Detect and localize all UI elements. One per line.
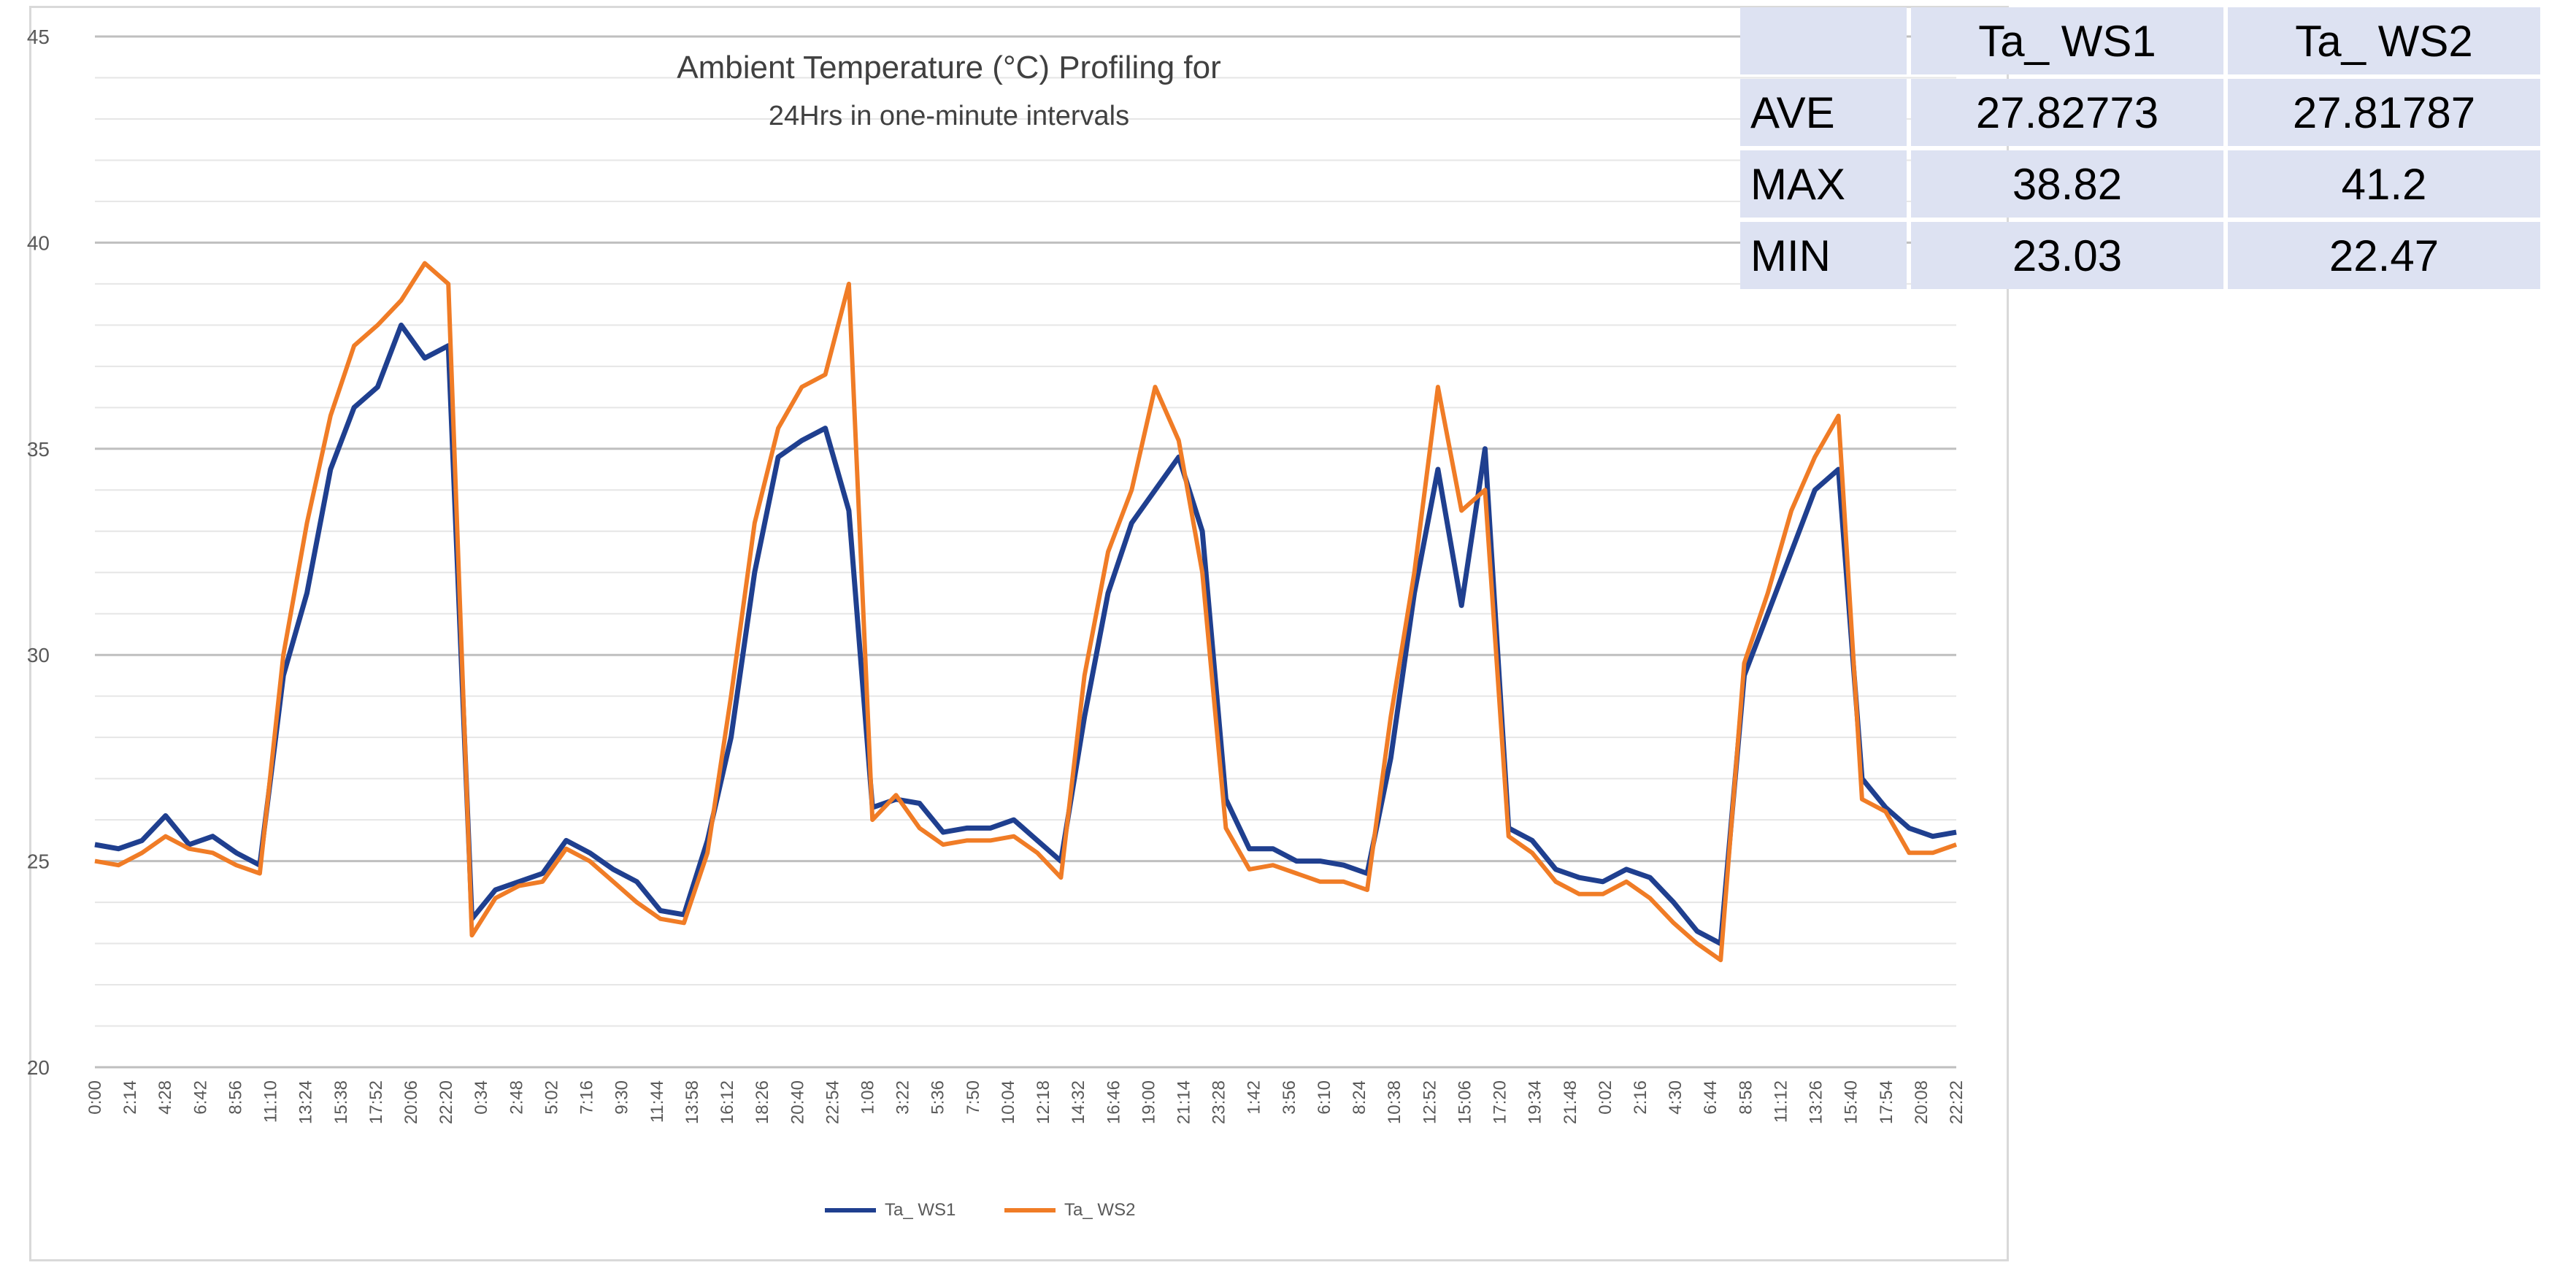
x-tick-label: 8:58 xyxy=(1736,1080,1756,1115)
table-header-empty xyxy=(1740,7,1907,74)
x-tick-label: 18:26 xyxy=(753,1080,772,1124)
x-tick-label: 12:18 xyxy=(1034,1080,1053,1124)
x-tick-label: 4:30 xyxy=(1666,1080,1685,1115)
x-tick-label: 20:40 xyxy=(788,1080,807,1124)
x-tick-label: 4:28 xyxy=(155,1080,175,1115)
series-line-ws1 xyxy=(94,322,1957,947)
x-tick-label: 3:22 xyxy=(893,1080,913,1115)
x-tick-label: 3:56 xyxy=(1280,1080,1299,1115)
x-tick-label: 16:46 xyxy=(1104,1080,1123,1124)
x-tick-label: 2:16 xyxy=(1631,1080,1650,1115)
legend-item-ws1: Ta_ WS1 xyxy=(825,1200,956,1221)
min-ws1: 23.03 xyxy=(1911,222,2223,289)
ave-ws1: 27.82773 xyxy=(1911,79,2223,146)
x-tick-label: 23:28 xyxy=(1210,1080,1229,1124)
legend-item-ws2: Ta_ WS2 xyxy=(1004,1200,1135,1221)
x-tick-label: 5:02 xyxy=(542,1080,561,1115)
x-tick-label: 6:10 xyxy=(1315,1080,1334,1115)
x-tick-label: 2:14 xyxy=(120,1080,140,1115)
chart-title: Ambient Temperature (°C) Profiling for 2… xyxy=(511,44,1387,140)
x-tick-label: 10:04 xyxy=(999,1080,1018,1124)
y-tick-label: 40 xyxy=(27,231,50,254)
x-tick-label: 15:38 xyxy=(331,1080,351,1124)
x-tick-label: 15:40 xyxy=(1842,1080,1861,1124)
x-tick-label: 17:20 xyxy=(1491,1080,1510,1124)
max-ws1: 38.82 xyxy=(1911,150,2223,218)
x-tick-label: 14:32 xyxy=(1069,1080,1088,1124)
x-tick-label: 15:06 xyxy=(1455,1080,1475,1124)
y-tick-label: 25 xyxy=(27,850,50,873)
x-tick-label: 8:56 xyxy=(226,1080,245,1115)
table-row-max: MAX 38.82 41.2 xyxy=(1740,150,2540,218)
chart-title-line1: Ambient Temperature (°C) Profiling for xyxy=(677,50,1221,85)
table-header-row: Ta_ WS1 Ta_ WS2 xyxy=(1740,7,2540,74)
min-ws2: 22.47 xyxy=(2228,222,2540,289)
x-tick-label: 12:52 xyxy=(1420,1080,1439,1124)
x-tick-label: 22:20 xyxy=(437,1080,456,1124)
x-tick-label: 2:48 xyxy=(507,1080,526,1115)
row-label-max: MAX xyxy=(1740,150,1907,218)
x-tick-label: 1:08 xyxy=(858,1080,877,1115)
x-tick-label: 10:38 xyxy=(1385,1080,1404,1124)
x-tick-label: 21:48 xyxy=(1561,1080,1580,1124)
x-tick-label: 6:42 xyxy=(191,1080,210,1115)
x-tick-label: 22:54 xyxy=(823,1080,842,1124)
legend-swatch-ws2 xyxy=(1004,1208,1056,1212)
legend-swatch-ws1 xyxy=(825,1208,876,1212)
x-tick-label: 5:36 xyxy=(928,1080,948,1115)
x-tick-label: 21:14 xyxy=(1174,1080,1194,1124)
x-tick-label: 8:24 xyxy=(1350,1080,1369,1115)
table-header-ws1: Ta_ WS1 xyxy=(1911,7,2223,74)
x-tick-label: 0:02 xyxy=(1596,1080,1615,1115)
x-tick-label: 11:44 xyxy=(647,1080,667,1123)
x-tick-label: 11:10 xyxy=(261,1080,281,1123)
chart-subtitle: 24Hrs in one-minute intervals xyxy=(768,101,1130,131)
stats-table: Ta_ WS1 Ta_ WS2 AVE 27.82773 27.81787 MA… xyxy=(1736,3,2545,293)
x-tick-label: 19:00 xyxy=(1139,1080,1158,1124)
y-tick-label: 35 xyxy=(27,438,50,461)
legend-label-ws1: Ta_ WS1 xyxy=(885,1200,956,1220)
row-label-min: MIN xyxy=(1740,222,1907,289)
y-tick-label: 45 xyxy=(27,26,50,48)
y-tick-label: 30 xyxy=(27,644,50,666)
series-line-ws2 xyxy=(94,261,1957,963)
x-tick-label: 1:42 xyxy=(1245,1080,1264,1115)
x-tick-label: 6:44 xyxy=(1701,1080,1720,1115)
table-row-min: MIN 23.03 22.47 xyxy=(1740,222,2540,289)
max-ws2: 41.2 xyxy=(2228,150,2540,218)
chart-area xyxy=(29,6,2009,1261)
x-tick-label: 0:34 xyxy=(472,1080,491,1115)
x-tick-label: 13:24 xyxy=(296,1080,316,1124)
x-tick-label: 19:34 xyxy=(1526,1080,1545,1124)
table-header-ws2: Ta_ WS2 xyxy=(2228,7,2540,74)
row-label-ave: AVE xyxy=(1740,79,1907,146)
x-tick-label: 20:06 xyxy=(401,1080,421,1124)
table-row-ave: AVE 27.82773 27.81787 xyxy=(1740,79,2540,146)
legend: Ta_ WS1 Ta_ WS2 xyxy=(825,1197,1179,1221)
x-tick-label: 17:54 xyxy=(1877,1080,1896,1124)
x-tick-label: 7:50 xyxy=(964,1080,983,1115)
x-tick-label: 11:12 xyxy=(1771,1080,1791,1123)
y-tick-label: 20 xyxy=(27,1056,50,1079)
ave-ws2: 27.81787 xyxy=(2228,79,2540,146)
legend-label-ws2: Ta_ WS2 xyxy=(1064,1200,1136,1220)
x-tick-label: 9:30 xyxy=(612,1080,632,1115)
x-tick-label: 13:26 xyxy=(1807,1080,1826,1124)
x-tick-label: 7:16 xyxy=(577,1080,597,1115)
x-tick-label: 13:58 xyxy=(683,1080,702,1124)
x-tick-label: 20:08 xyxy=(1912,1080,1931,1124)
x-tick-label: 16:12 xyxy=(718,1080,737,1124)
x-tick-label: 22:22 xyxy=(1947,1080,1966,1124)
x-tick-label: 17:52 xyxy=(366,1080,386,1124)
x-tick-label: 0:00 xyxy=(85,1080,105,1115)
